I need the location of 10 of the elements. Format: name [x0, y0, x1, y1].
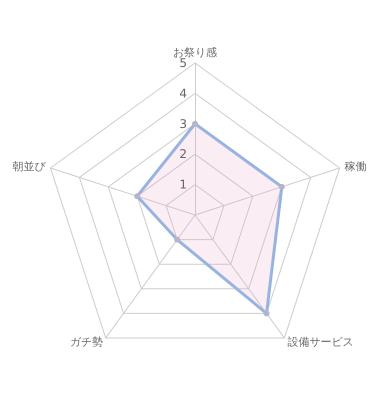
y-tick-label: 1	[179, 178, 188, 192]
spoke-label: 稼働	[344, 160, 366, 173]
spoke-label: 朝並び	[12, 160, 47, 173]
y-tick-label: 5	[179, 56, 188, 70]
spoke-label: 設備サービス	[287, 336, 354, 349]
spoke-label: お祭り感	[173, 46, 218, 59]
y-tick-label: 4	[179, 86, 188, 100]
y-tick-label: 3	[179, 116, 188, 131]
y-tick-label: 2	[179, 147, 188, 162]
spoke-label: ガチ勢	[70, 336, 103, 349]
